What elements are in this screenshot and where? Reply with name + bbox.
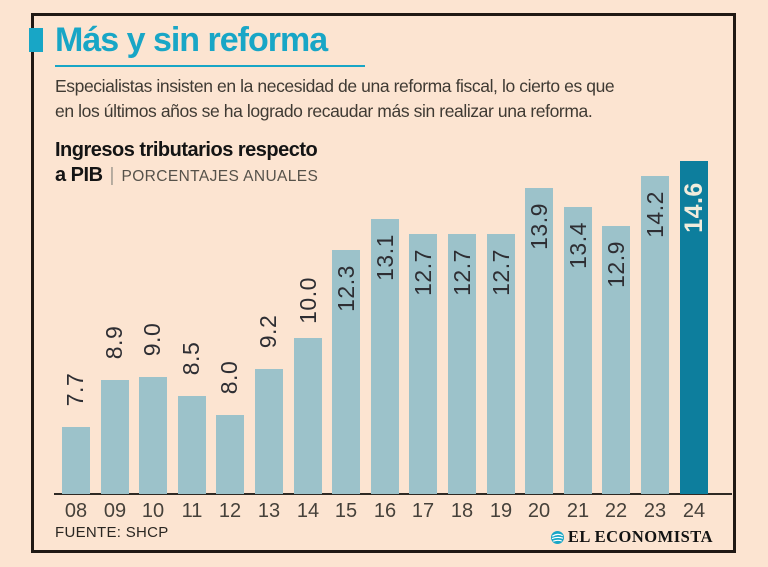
bar-value-label: 9.2 <box>255 314 282 348</box>
bar-value-label: 12.7 <box>448 248 475 296</box>
bar-value-label: 8.0 <box>216 360 243 394</box>
bar-23 <box>641 176 669 494</box>
bar-14 <box>294 338 322 494</box>
bar-value-label: 10.0 <box>294 276 321 324</box>
x-axis-label: 09 <box>103 500 127 522</box>
x-axis-label: 24 <box>682 500 706 522</box>
el-economista-swirl-icon <box>550 530 564 544</box>
title-bullet <box>29 28 43 52</box>
bar-value-label: 13.1 <box>371 233 398 281</box>
bar-18 <box>448 234 476 494</box>
x-axis-label: 20 <box>527 500 551 522</box>
chart-title-units: PORCENTAJES ANUALES <box>121 168 319 185</box>
x-axis-label: 08 <box>64 500 88 522</box>
x-axis-label: 11 <box>181 500 203 522</box>
bar-09 <box>101 380 129 494</box>
bar-19 <box>487 234 515 494</box>
title-underline <box>55 65 365 67</box>
chart-title-separator: | <box>109 165 115 186</box>
chart-title-bold: a PIB <box>55 164 103 186</box>
x-axis-label: 12 <box>218 500 242 522</box>
bar-08 <box>62 427 90 494</box>
bar-13 <box>255 369 283 494</box>
bar-value-label: 12.7 <box>487 248 514 296</box>
x-axis-label: 16 <box>373 500 397 522</box>
bar-value-label: 13.9 <box>525 202 552 250</box>
subtitle: Especialistas insisten en la necesidad d… <box>55 74 615 124</box>
x-axis-label: 15 <box>334 500 358 522</box>
x-axis-label: 17 <box>411 500 435 522</box>
x-axis-label: 23 <box>643 500 667 522</box>
source-note: FUENTE: SHCP <box>55 524 169 541</box>
subtitle-line-1: Especialistas insisten en la necesidad d… <box>55 76 615 96</box>
x-axis-label: 21 <box>566 500 590 522</box>
bar-value-label: 14.2 <box>641 190 668 238</box>
chart-title-line2: a PIB | PORCENTAJES ANUALES <box>55 164 318 187</box>
bar-24 <box>680 161 708 494</box>
brand-logo: EL ECONOMISTA <box>550 527 713 547</box>
bar-17 <box>409 234 437 494</box>
x-axis-label: 14 <box>296 500 320 522</box>
bar-10 <box>139 377 167 494</box>
x-axis-label: 13 <box>257 500 281 522</box>
bar-12 <box>216 415 244 494</box>
x-axis-label: 19 <box>489 500 513 522</box>
bar-11 <box>178 396 206 494</box>
bar-value-label: 8.9 <box>101 325 128 359</box>
infographic-frame: Más y sin reforma Especialistas insisten… <box>29 13 736 553</box>
brand-name: EL ECONOMISTA <box>567 527 713 546</box>
subtitle-line-2: en los últimos años se ha logrado recaud… <box>55 101 593 121</box>
bar-value-label: 9.0 <box>139 322 166 356</box>
x-axis-label: 22 <box>604 500 628 522</box>
bar-value-label: 8.5 <box>178 341 205 375</box>
bar-value-label: 7.7 <box>62 372 89 406</box>
chart-title-line1: Ingresos tributarios respecto <box>55 139 318 161</box>
x-axis-label: 18 <box>450 500 474 522</box>
bar-value-label: 14.6 <box>679 181 708 233</box>
bar-value-label: 12.3 <box>332 264 359 312</box>
bar-value-label: 13.4 <box>564 221 591 269</box>
bar-chart: 7.7 08 8.9 09 9.0 10 8.5 11 8.0 12 9.2 13 10.0 14 12.3… <box>34 16 733 550</box>
page-title: Más y sin reforma <box>55 21 328 59</box>
x-axis-label: 10 <box>141 500 165 522</box>
bar-value-label: 12.9 <box>602 240 629 288</box>
bar-20 <box>525 188 553 494</box>
bar-value-label: 12.7 <box>409 248 436 296</box>
bar-22 <box>602 226 630 494</box>
x-axis-line <box>54 493 732 495</box>
bar-16 <box>371 219 399 494</box>
bar-21 <box>564 207 592 494</box>
bar-15 <box>332 250 360 494</box>
